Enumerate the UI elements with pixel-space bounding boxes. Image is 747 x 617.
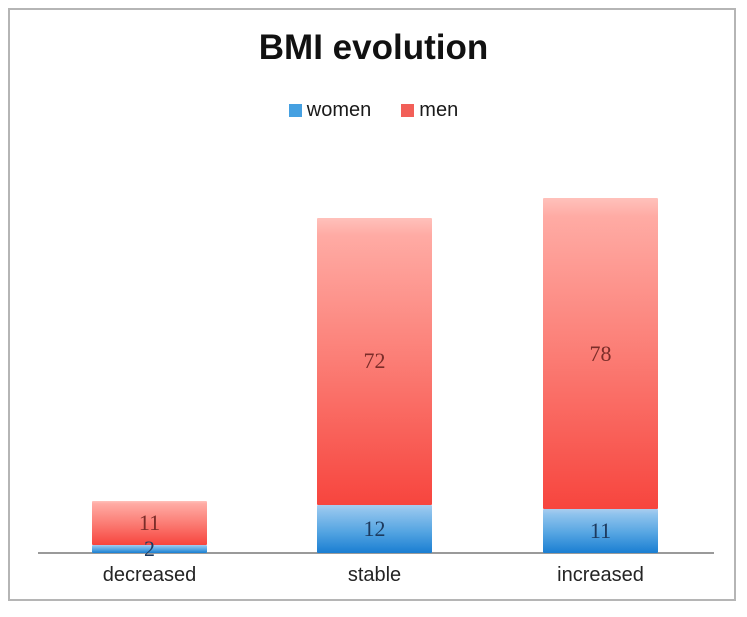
data-label-women-increased: 11 [589, 518, 612, 544]
legend: women men [0, 99, 747, 122]
bar-segment-men-stable: 72 [317, 217, 432, 506]
bar-segment-women-decreased: 2 [92, 538, 207, 560]
women-swatch-icon [288, 104, 302, 117]
bar-decreased: 11 2 [92, 501, 207, 560]
category-label-increased: increased [557, 564, 644, 586]
bar-segment-women-increased: 11 [543, 509, 658, 553]
bar-segment-men-decreased: 11 [92, 501, 207, 546]
chart-title: BMI evolution [258, 28, 489, 67]
legend-item-men: men [401, 99, 458, 122]
data-label-men-increased: 78 [589, 340, 612, 366]
legend-label-women: women [306, 99, 372, 121]
x-axis-line [38, 552, 714, 554]
bar-increased: 78 11 [543, 197, 658, 553]
legend-item-women: women [288, 99, 372, 122]
data-label-men-stable: 72 [363, 348, 386, 374]
legend-label-men: men [419, 99, 459, 121]
data-label-women-stable: 12 [363, 516, 386, 542]
bar-stable: 72 12 [317, 217, 432, 553]
category-label-stable: stable [347, 564, 402, 586]
bar-segment-men-increased: 78 [543, 197, 658, 510]
bar-segment-women-stable: 12 [317, 505, 432, 553]
category-label-decreased: decreased [102, 564, 197, 586]
data-label-men-decreased: 11 [138, 510, 161, 536]
men-swatch-icon [401, 104, 415, 117]
data-label-women-decreased: 2 [144, 536, 155, 562]
